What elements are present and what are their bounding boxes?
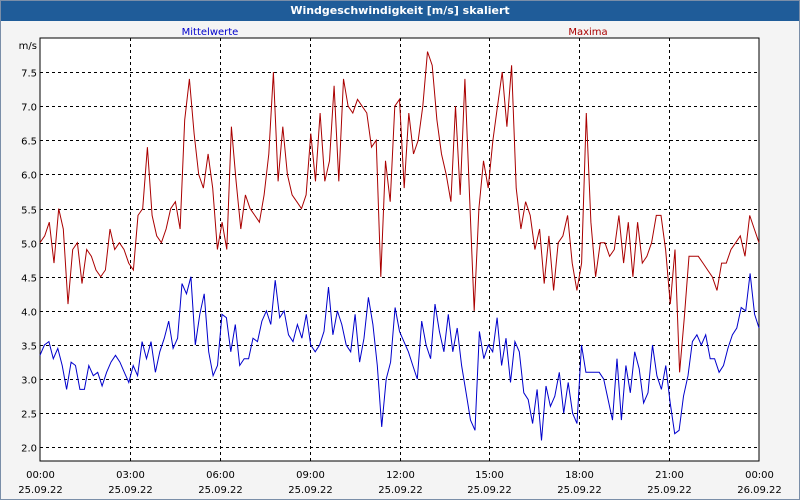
x-tick-date: 25.09.22 <box>647 485 692 496</box>
x-tick-time: 06:00 <box>206 470 235 481</box>
x-tick-date: 26.09.22 <box>737 485 782 496</box>
x-tick-time: 03:00 <box>116 470 145 481</box>
series-line-1 <box>39 51 760 373</box>
y-axis-label: m/s <box>19 41 37 52</box>
x-tick-date: 25.09.22 <box>18 485 63 496</box>
y-tick-label: 4.5 <box>21 274 37 285</box>
x-tick-time: 21:00 <box>655 470 684 481</box>
x-tick-date: 25.09.22 <box>378 485 423 496</box>
x-tick-time: 18:00 <box>565 470 594 481</box>
legend-entry: Mittelwerte <box>182 27 239 38</box>
y-tick-label: 5.0 <box>21 240 37 251</box>
y-tick-label: 4.0 <box>21 308 37 319</box>
x-tick-time: 09:00 <box>296 470 325 481</box>
y-tick-label: 5.5 <box>21 206 37 217</box>
chart-grid <box>40 38 759 461</box>
y-tick-label: 3.0 <box>21 376 37 387</box>
y-tick-label: 7.0 <box>21 103 37 114</box>
legend-entry: Maxima <box>568 27 607 38</box>
y-tick-label: 7.5 <box>21 69 37 80</box>
window-title: Windgeschwindigkeit [m/s] skaliert <box>1 1 799 21</box>
y-tick-label: 6.5 <box>21 137 37 148</box>
y-tick-label: 3.5 <box>21 342 37 353</box>
x-tick-time: 15:00 <box>475 470 504 481</box>
x-tick-time: 00:00 <box>745 470 774 481</box>
y-tick-label: 2.5 <box>21 410 37 421</box>
y-tick-label: 2.0 <box>21 444 37 455</box>
x-tick-date: 25.09.22 <box>467 485 512 496</box>
x-tick-time: 12:00 <box>386 470 415 481</box>
x-tick-time: 00:00 <box>26 470 55 481</box>
x-tick-date: 25.09.22 <box>557 485 602 496</box>
y-tick-label: 6.0 <box>21 171 37 182</box>
x-tick-date: 25.09.22 <box>198 485 243 496</box>
x-tick-date: 25.09.22 <box>288 485 333 496</box>
series-line-0 <box>39 273 760 441</box>
x-tick-date: 25.09.22 <box>108 485 153 496</box>
